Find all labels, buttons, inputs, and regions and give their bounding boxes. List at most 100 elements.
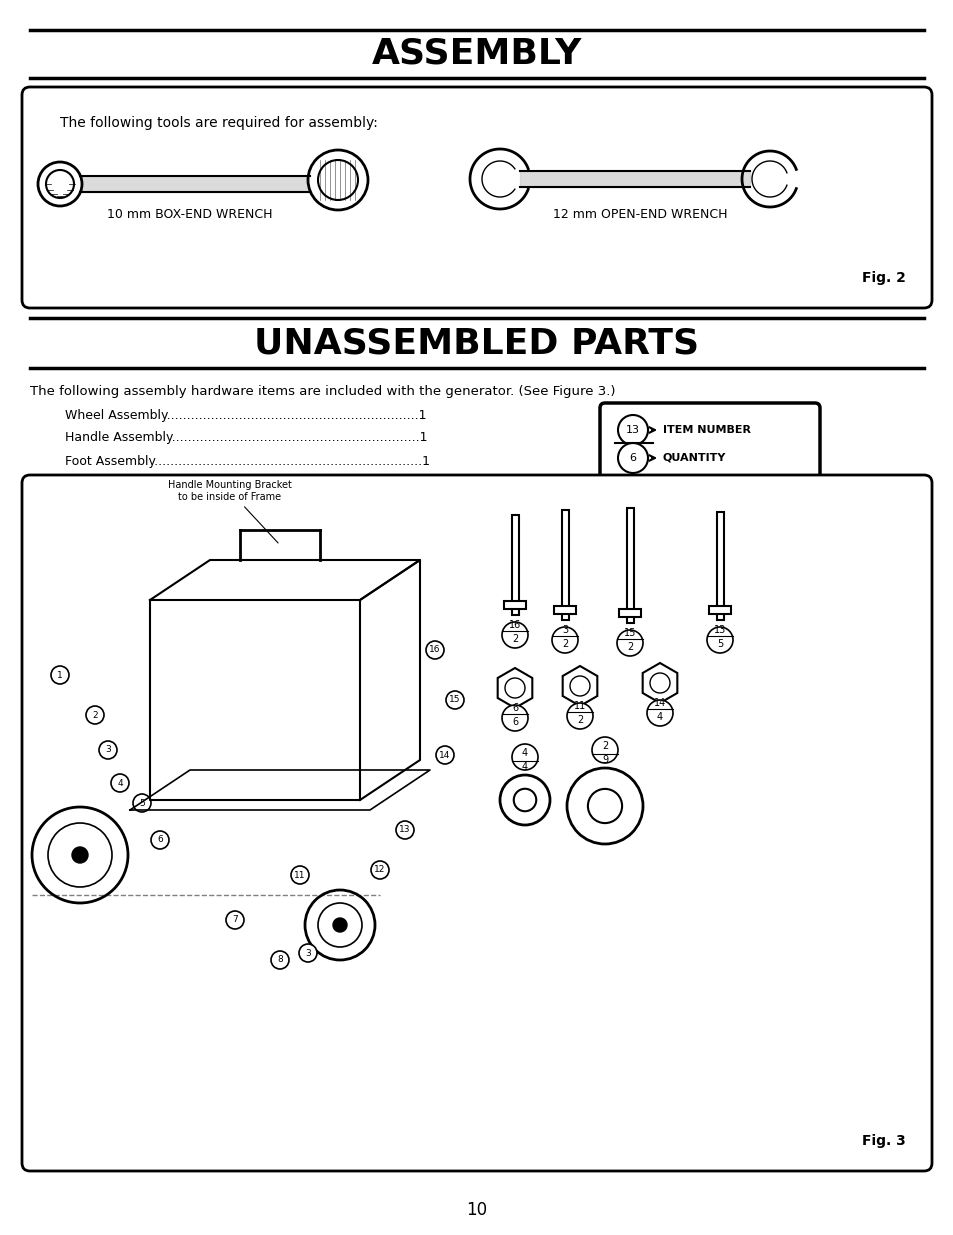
Bar [554,606,576,614]
Circle shape [298,944,316,962]
Text: 2: 2 [561,638,568,650]
Text: 5: 5 [716,638,722,650]
Circle shape [552,627,578,653]
Text: 15: 15 [623,629,636,638]
Text: 16: 16 [508,620,520,630]
Text: 12: 12 [374,866,385,874]
Text: Handle Mounting Bracket
to be inside of Frame: Handle Mounting Bracket to be inside of … [168,480,292,543]
Text: 2: 2 [577,715,582,725]
Circle shape [504,678,524,698]
Text: Fig. 2: Fig. 2 [862,270,905,285]
Circle shape [371,861,389,879]
Text: 6: 6 [512,718,517,727]
Text: 6: 6 [512,703,517,713]
Text: 4: 4 [521,748,528,758]
Text: 12 mm OPEN-END WRENCH: 12 mm OPEN-END WRENCH [552,209,726,221]
Circle shape [436,746,454,764]
Text: 4: 4 [521,762,528,772]
Text: 3: 3 [105,746,111,755]
Text: 1: 1 [57,671,63,679]
Text: 16: 16 [429,646,440,655]
Circle shape [99,741,117,760]
Text: The following assembly hardware items are included with the generator. (See Figu: The following assembly hardware items ar… [30,385,615,399]
Text: 13: 13 [713,625,725,635]
Bar [708,606,730,614]
Circle shape [706,627,732,653]
Circle shape [291,866,309,884]
Circle shape [426,641,443,659]
Bar [618,609,640,618]
Text: The following tools are required for assembly:: The following tools are required for ass… [60,116,377,130]
Text: 6: 6 [157,836,163,845]
Text: 14: 14 [653,698,665,708]
Circle shape [566,703,593,729]
Text: ITEM NUMBER: ITEM NUMBER [662,425,750,435]
Bar [561,510,568,620]
Text: 4: 4 [117,778,123,788]
Text: Fig. 3: Fig. 3 [862,1134,905,1149]
Text: 9: 9 [601,755,607,764]
Text: 2: 2 [626,642,633,652]
Circle shape [86,706,104,724]
FancyBboxPatch shape [22,475,931,1171]
Text: 14: 14 [438,751,450,760]
FancyBboxPatch shape [599,403,820,478]
Circle shape [32,806,128,903]
Text: 13: 13 [399,825,411,835]
Text: 4: 4 [657,713,662,722]
Circle shape [333,918,347,932]
Text: Foot Assembly...................................................................: Foot Assembly...........................… [65,454,430,468]
Bar [717,513,723,620]
FancyBboxPatch shape [22,86,931,308]
Text: 11: 11 [294,871,305,879]
Circle shape [308,149,368,210]
Text: 2: 2 [92,710,98,720]
Circle shape [512,743,537,769]
Circle shape [646,700,672,726]
Circle shape [226,911,244,929]
Text: 5: 5 [139,799,145,808]
Text: 8: 8 [276,956,283,965]
Circle shape [569,676,589,697]
Text: 11: 11 [574,701,585,711]
Circle shape [111,774,129,792]
Text: 2: 2 [601,741,607,751]
Text: QUANTITY: QUANTITY [662,453,725,463]
Text: 2: 2 [512,634,517,643]
Text: Handle Assembly..............................................................1: Handle Assembly.........................… [65,431,427,445]
Circle shape [446,692,463,709]
Circle shape [618,443,647,473]
Circle shape [499,776,550,825]
Text: Wheel Assembly...............................................................1: Wheel Assembly..........................… [65,409,426,421]
Circle shape [587,789,621,823]
Circle shape [649,673,669,693]
Bar [626,508,634,622]
Circle shape [395,821,414,839]
Text: UNASSEMBLED PARTS: UNASSEMBLED PARTS [254,326,699,359]
Circle shape [618,415,647,445]
Text: 3: 3 [305,948,311,957]
Text: 13: 13 [625,425,639,435]
Circle shape [271,951,289,969]
Text: 10 mm BOX-END WRENCH: 10 mm BOX-END WRENCH [107,209,273,221]
Text: 6: 6 [629,453,636,463]
Text: ASSEMBLY: ASSEMBLY [372,37,581,70]
Circle shape [71,847,88,863]
Bar [512,515,518,615]
Circle shape [566,768,642,844]
Text: 7: 7 [232,915,237,925]
Circle shape [617,630,642,656]
Circle shape [501,622,527,648]
Circle shape [305,890,375,960]
Circle shape [151,831,169,848]
Text: 3: 3 [561,625,567,635]
Circle shape [592,737,618,763]
Circle shape [132,794,151,811]
Circle shape [51,666,69,684]
Circle shape [514,789,536,811]
Circle shape [501,705,527,731]
Circle shape [38,162,82,206]
Text: 10: 10 [466,1200,487,1219]
Bar [503,601,525,609]
Text: 15: 15 [449,695,460,704]
